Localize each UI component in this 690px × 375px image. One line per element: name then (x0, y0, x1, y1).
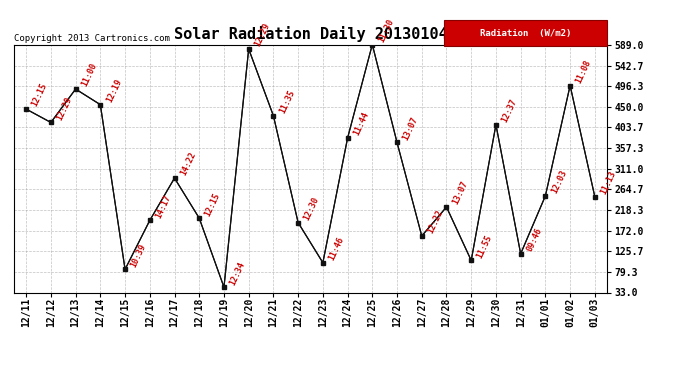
Text: 09:46: 09:46 (525, 226, 544, 253)
Text: 11:46: 11:46 (327, 236, 346, 262)
Text: 12:03: 12:03 (549, 169, 569, 195)
FancyBboxPatch shape (444, 20, 607, 46)
Text: 11:08: 11:08 (574, 58, 593, 85)
Text: 13:07: 13:07 (401, 115, 420, 142)
Text: 10:39: 10:39 (129, 242, 148, 268)
Text: Radiation  (W/m2): Radiation (W/m2) (480, 29, 571, 38)
Text: 12:15: 12:15 (30, 82, 49, 108)
Text: 14:17: 14:17 (154, 193, 172, 220)
Text: 11:13: 11:13 (599, 170, 618, 196)
Text: 12:30: 12:30 (302, 195, 321, 222)
Text: 11:55: 11:55 (475, 233, 494, 260)
Text: 14:22: 14:22 (179, 151, 197, 177)
Text: 11:00: 11:00 (80, 62, 99, 88)
Text: 12:29: 12:29 (253, 22, 272, 48)
Text: 12:15: 12:15 (204, 191, 222, 217)
Text: 11:44: 11:44 (352, 111, 371, 137)
Text: 12:37: 12:37 (500, 98, 519, 124)
Text: 11:35: 11:35 (277, 88, 296, 115)
Text: 12:29: 12:29 (55, 95, 74, 122)
Text: 11:30: 11:30 (377, 17, 395, 44)
Text: 12:34: 12:34 (228, 260, 247, 286)
Text: Copyright 2013 Cartronics.com: Copyright 2013 Cartronics.com (14, 34, 170, 43)
Text: 12:19: 12:19 (104, 77, 124, 104)
Text: 13:07: 13:07 (451, 180, 469, 206)
Title: Solar Radiation Daily 20130104: Solar Radiation Daily 20130104 (174, 27, 447, 42)
Text: 12:22: 12:22 (426, 209, 444, 235)
